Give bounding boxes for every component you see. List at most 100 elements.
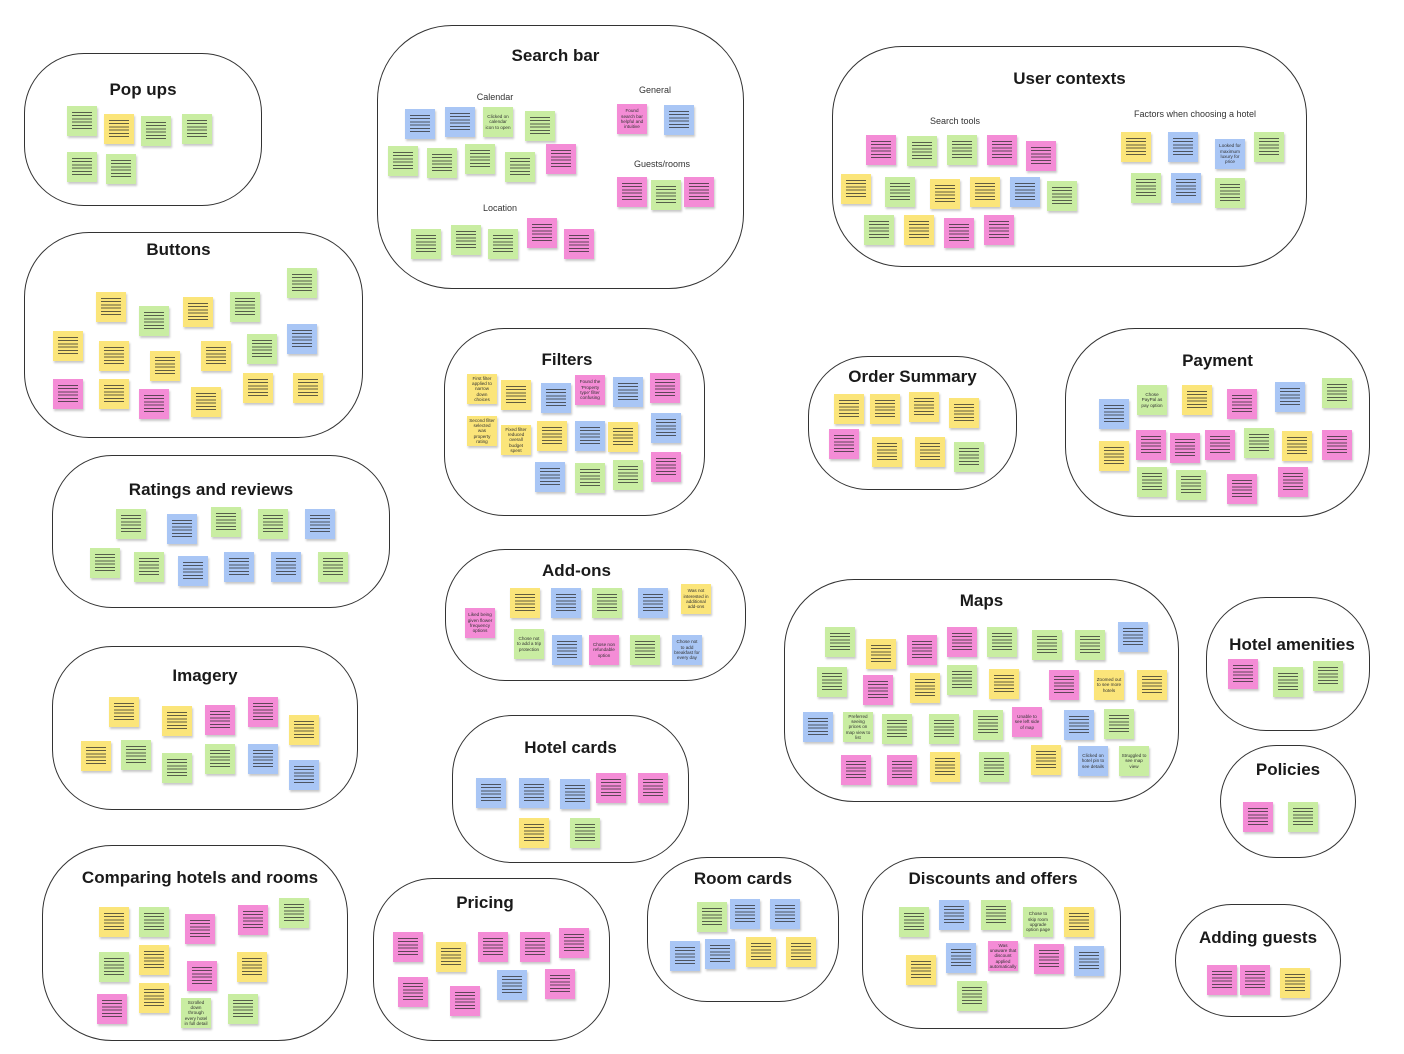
sticky-note[interactable] [271,552,301,582]
sticky-note[interactable] [525,111,555,141]
sticky-note[interactable] [1118,622,1148,652]
sticky-note[interactable] [559,928,589,958]
sticky-note[interactable] [287,268,317,298]
sticky-note[interactable] [697,902,727,932]
sticky-note[interactable] [575,463,605,493]
sticky-note[interactable] [505,152,535,182]
sticky-note[interactable] [1227,474,1257,504]
sticky-note[interactable] [564,229,594,259]
sticky-note[interactable] [1104,709,1134,739]
sticky-note[interactable] [1313,661,1343,691]
sticky-note[interactable] [248,744,278,774]
sticky-note[interactable] [907,635,937,665]
sticky-note[interactable] [109,697,139,727]
sticky-note[interactable] [592,588,622,618]
sticky-note[interactable] [882,714,912,744]
sticky-note[interactable] [829,429,859,459]
sticky-note[interactable] [224,552,254,582]
sticky-note[interactable] [944,218,974,248]
sticky-note[interactable] [979,752,1009,782]
sticky-note[interactable] [238,905,268,935]
sticky-note[interactable] [141,116,171,146]
sticky-note[interactable] [67,152,97,182]
sticky-note[interactable] [293,373,323,403]
sticky-note[interactable]: Chose PayPal as pay option [1137,385,1167,415]
sticky-note[interactable] [436,942,466,972]
sticky-note[interactable] [1171,173,1201,203]
sticky-note[interactable] [630,635,660,665]
sticky-note[interactable] [182,114,212,144]
sticky-note[interactable] [53,379,83,409]
sticky-note[interactable] [1031,745,1061,775]
sticky-note[interactable] [541,383,571,413]
sticky-note[interactable] [178,556,208,586]
sticky-note[interactable] [546,144,576,174]
sticky-note[interactable] [104,114,134,144]
sticky-note[interactable] [887,755,917,785]
sticky-note[interactable] [989,669,1019,699]
sticky-note[interactable] [1243,802,1273,832]
sticky-note[interactable] [1282,431,1312,461]
sticky-note[interactable]: Found the 'Property type' filter confusi… [575,375,605,405]
sticky-note[interactable] [984,215,1014,245]
sticky-note[interactable] [1010,177,1040,207]
sticky-note[interactable] [121,740,151,770]
sticky-note[interactable] [205,744,235,774]
sticky-note[interactable] [451,225,481,255]
sticky-note[interactable] [872,437,902,467]
sticky-note[interactable] [388,146,418,176]
sticky-note[interactable] [519,818,549,848]
sticky-note[interactable] [638,773,668,803]
sticky-note[interactable] [907,136,937,166]
sticky-note[interactable] [560,779,590,809]
sticky-note[interactable] [398,977,428,1007]
sticky-note[interactable] [211,507,241,537]
sticky-note[interactable] [1137,670,1167,700]
sticky-note[interactable] [205,705,235,735]
sticky-note[interactable] [551,588,581,618]
sticky-note[interactable] [987,627,1017,657]
sticky-note[interactable] [162,706,192,736]
sticky-note[interactable]: Clicked on calendar icon to open [483,107,513,137]
sticky-note[interactable] [866,639,896,669]
sticky-note[interactable] [445,107,475,137]
sticky-note[interactable] [1288,802,1318,832]
sticky-note[interactable] [970,177,1000,207]
sticky-note[interactable] [318,552,348,582]
sticky-note[interactable] [279,898,309,928]
sticky-note[interactable] [53,331,83,361]
sticky-note[interactable] [596,773,626,803]
sticky-note[interactable] [746,937,776,967]
sticky-note[interactable] [1026,141,1056,171]
sticky-note[interactable] [1322,378,1352,408]
sticky-note[interactable] [510,588,540,618]
sticky-note[interactable] [1176,470,1206,500]
sticky-note[interactable] [825,627,855,657]
sticky-note[interactable] [651,413,681,443]
sticky-note[interactable] [841,755,871,785]
sticky-note[interactable]: Liked being given flower frequency optio… [465,608,495,638]
sticky-note[interactable] [617,177,647,207]
sticky-note[interactable] [465,144,495,174]
sticky-note[interactable] [1228,659,1258,689]
sticky-note[interactable] [1182,385,1212,415]
sticky-note[interactable] [885,177,915,207]
sticky-note[interactable] [139,907,169,937]
sticky-note[interactable] [96,292,126,322]
sticky-note[interactable] [650,373,680,403]
sticky-note[interactable] [134,552,164,582]
sticky-note[interactable] [949,398,979,428]
sticky-note[interactable] [289,760,319,790]
sticky-note[interactable] [545,969,575,999]
sticky-note[interactable] [139,389,169,419]
sticky-note[interactable] [1215,178,1245,208]
sticky-note[interactable] [803,712,833,742]
sticky-note[interactable] [613,460,643,490]
sticky-note[interactable] [987,135,1017,165]
sticky-note[interactable]: Chose to skip room upgrade option page [1023,907,1053,937]
sticky-note[interactable] [786,937,816,967]
sticky-note[interactable] [1168,132,1198,162]
sticky-note[interactable] [1075,630,1105,660]
sticky-note[interactable] [915,437,945,467]
sticky-note[interactable]: Zoomed out to see more hotels [1094,670,1124,700]
